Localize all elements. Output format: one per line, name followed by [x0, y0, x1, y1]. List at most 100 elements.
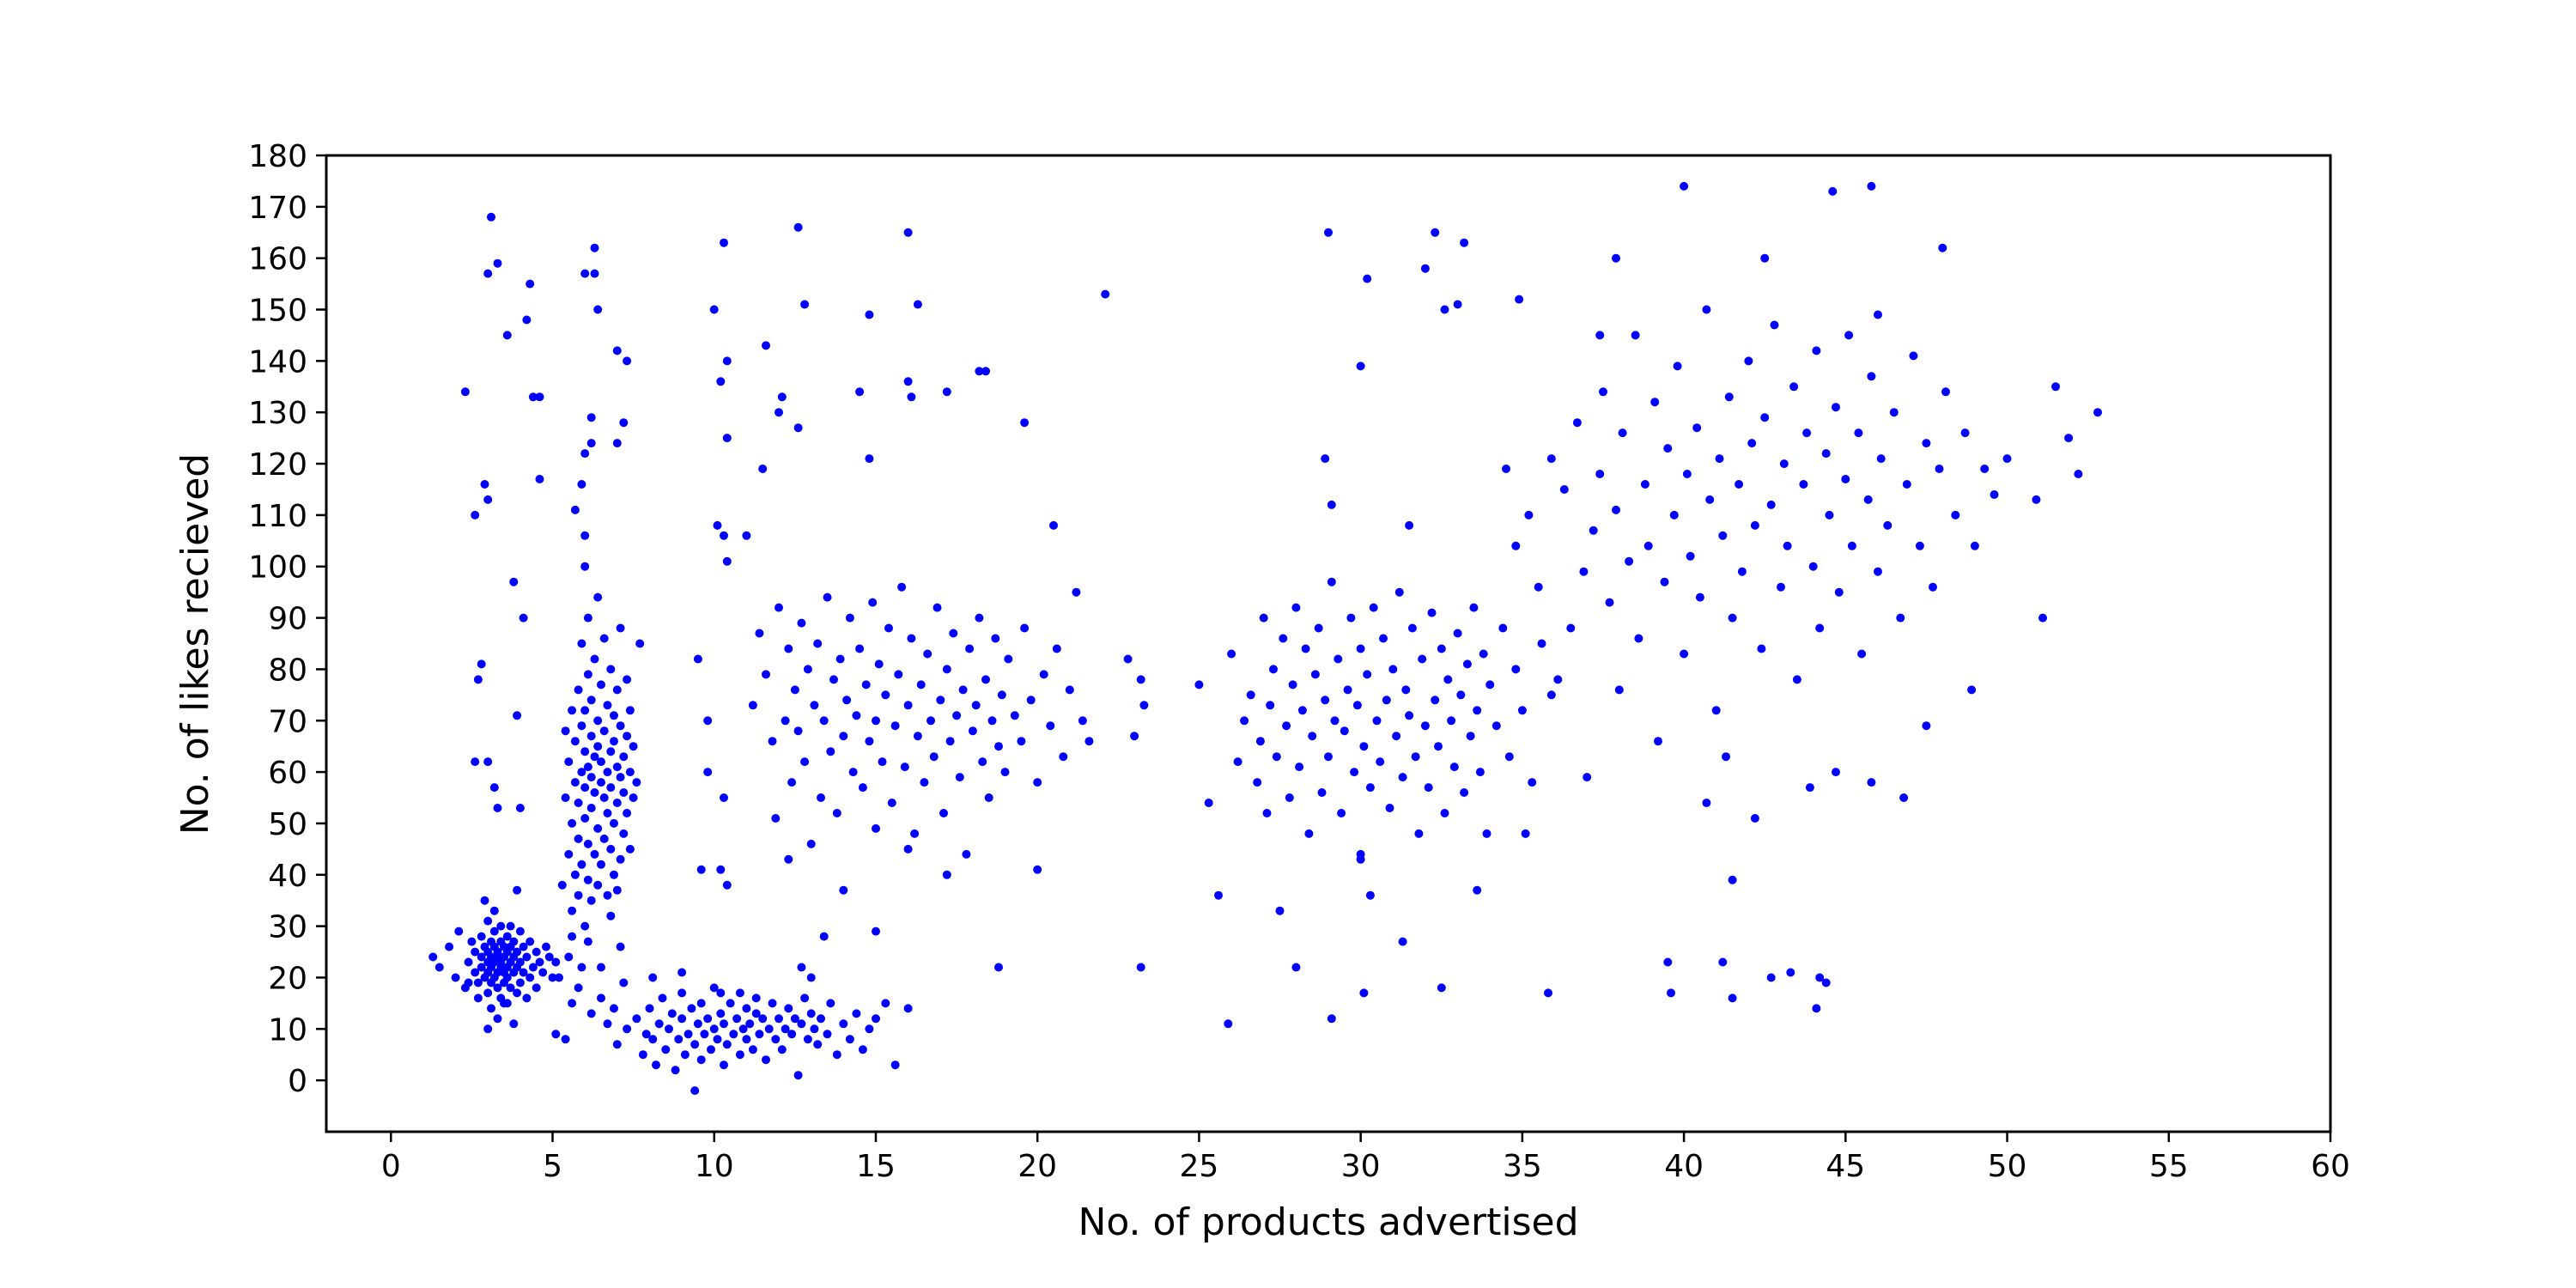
data-point	[865, 310, 874, 319]
data-point	[817, 1014, 825, 1024]
data-point	[445, 942, 454, 951]
data-point	[557, 880, 567, 890]
data-point	[810, 701, 819, 710]
data-point	[955, 773, 964, 782]
data-point	[874, 659, 884, 669]
data-point	[771, 814, 781, 823]
data-point	[865, 454, 874, 464]
data-point	[768, 999, 777, 1008]
data-point	[502, 973, 512, 982]
data-point	[1766, 973, 1776, 982]
data-point	[1282, 721, 1291, 731]
data-point	[1883, 520, 1893, 530]
data-point	[577, 721, 586, 731]
data-point	[489, 906, 499, 915]
x-tick-label: 45	[1826, 1149, 1865, 1184]
data-point	[1460, 788, 1469, 797]
data-point	[522, 993, 532, 1003]
data-point	[784, 1004, 793, 1013]
data-point	[709, 305, 719, 314]
data-point	[1308, 732, 1317, 741]
data-point	[936, 696, 945, 705]
data-point	[981, 675, 990, 684]
data-point	[1039, 670, 1048, 679]
data-point	[625, 768, 635, 777]
data-point	[606, 783, 616, 793]
data-point	[745, 1019, 755, 1029]
data-point	[1000, 768, 1010, 777]
data-point	[568, 706, 577, 715]
data-point	[460, 387, 470, 397]
data-point	[1747, 439, 1757, 448]
data-point	[665, 1024, 673, 1034]
data-point	[583, 670, 592, 679]
data-point	[971, 701, 981, 710]
data-point	[2064, 434, 2074, 443]
data-point	[1482, 829, 1492, 838]
data-point	[872, 716, 880, 726]
data-point	[680, 1050, 690, 1060]
data-point	[570, 870, 580, 879]
data-point	[777, 392, 787, 402]
data-point	[480, 480, 489, 489]
data-point	[658, 993, 667, 1003]
data-point	[487, 212, 495, 222]
data-point	[1356, 644, 1365, 653]
data-point	[483, 269, 493, 278]
data-point	[612, 346, 622, 355]
data-point	[477, 932, 486, 941]
data-point	[1832, 403, 1840, 412]
y-tick-label: 120	[248, 447, 307, 483]
data-point	[564, 849, 574, 859]
data-point	[515, 978, 525, 987]
data-point	[1692, 423, 1702, 433]
data-point	[703, 768, 713, 777]
data-point	[493, 258, 502, 268]
data-point	[775, 408, 783, 417]
data-point	[528, 963, 538, 972]
data-point	[735, 988, 744, 998]
data-point	[797, 963, 806, 972]
data-point	[551, 1030, 561, 1039]
data-point	[1046, 721, 1055, 731]
data-point	[1379, 634, 1388, 643]
data-point	[586, 1009, 596, 1018]
data-point	[506, 983, 515, 993]
data-point	[968, 726, 977, 736]
data-point	[690, 1086, 700, 1096]
data-point	[784, 854, 793, 864]
y-axis-label: No. of likes recieved	[173, 453, 217, 835]
data-point	[496, 921, 506, 931]
data-point	[1401, 685, 1411, 695]
y-tick-label: 130	[248, 396, 307, 431]
data-point	[823, 1030, 832, 1039]
data-point	[616, 854, 625, 864]
data-point	[2032, 495, 2041, 504]
data-point	[1517, 706, 1527, 715]
data-point	[2093, 408, 2102, 417]
data-point	[1291, 603, 1301, 612]
data-point	[1356, 854, 1365, 864]
data-point	[1301, 644, 1310, 653]
data-point	[1460, 238, 1469, 247]
data-point	[586, 773, 596, 782]
data-point	[1359, 988, 1369, 998]
data-point	[513, 711, 522, 720]
data-point	[1899, 793, 1909, 802]
y-tick-label: 140	[248, 344, 307, 380]
x-tick-label: 50	[1988, 1149, 2027, 1184]
data-point	[1136, 963, 1145, 972]
data-point	[933, 603, 942, 612]
data-point	[894, 670, 903, 679]
data-point	[606, 911, 616, 920]
data-point	[577, 480, 586, 489]
data-point	[1473, 706, 1482, 715]
data-point	[612, 762, 622, 772]
data-point	[1718, 957, 1728, 967]
data-point	[716, 377, 726, 386]
data-point	[1314, 623, 1323, 633]
data-point	[855, 387, 865, 397]
data-point	[1650, 398, 1660, 407]
data-point	[1321, 454, 1330, 464]
data-point	[1553, 675, 1563, 684]
